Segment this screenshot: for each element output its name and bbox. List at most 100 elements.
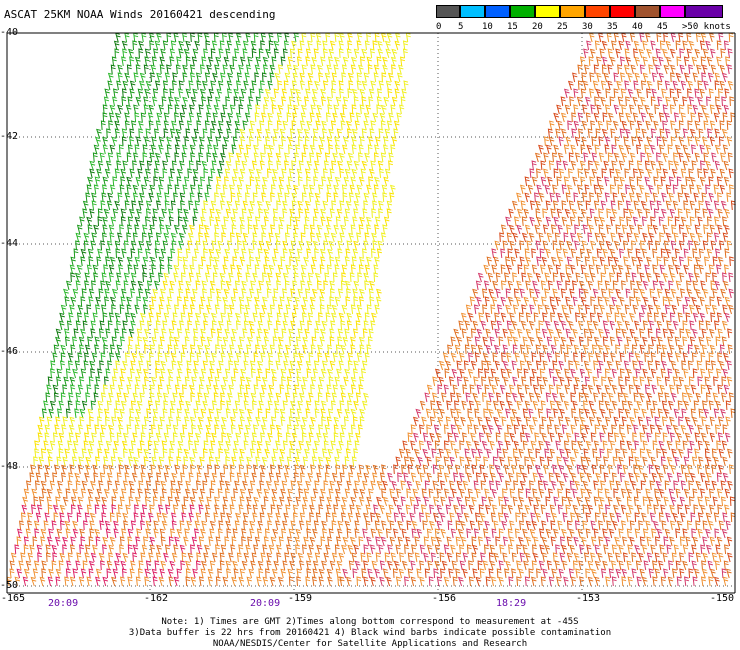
wind-barb: [660, 352, 666, 363]
wind-barb: [366, 56, 372, 67]
wind-barb: [194, 40, 201, 51]
wind-barb: [595, 352, 601, 363]
wind-barb: [217, 568, 223, 579]
wind-barb: [597, 344, 604, 355]
wind-barb: [516, 400, 522, 411]
wind-barb: [562, 160, 569, 171]
wind-barb: [456, 424, 463, 435]
wind-barb: [624, 304, 630, 315]
wind-barb: [147, 400, 154, 411]
wind-barb: [515, 296, 522, 307]
wind-barb: [156, 392, 163, 403]
wind-barb: [166, 144, 172, 155]
wind-barb: [610, 128, 616, 139]
wind-barb: [703, 224, 709, 235]
wind-barb: [522, 544, 528, 555]
wind-barb: [323, 240, 329, 251]
wind-barb: [242, 328, 248, 339]
wind-barb: [190, 392, 196, 403]
wind-barb: [319, 328, 326, 339]
wind-barb: [256, 200, 263, 211]
wind-barb: [297, 200, 303, 211]
wind-barb: [405, 536, 411, 547]
wind-barb: [217, 488, 223, 499]
wind-barb: [704, 304, 711, 315]
wind-barb: [256, 336, 262, 347]
wind-barb: [680, 184, 687, 195]
wind-barb: [160, 560, 167, 571]
wind-barb: [667, 144, 673, 155]
wind-barb: [289, 360, 296, 371]
wind-barb: [555, 400, 562, 411]
wind-barb: [342, 104, 348, 115]
wind-barb: [198, 152, 204, 163]
wind-barb: [490, 472, 496, 483]
wind-barb: [149, 344, 155, 355]
wind-barb: [529, 480, 534, 491]
wind-barb: [692, 488, 698, 499]
wind-barb: [273, 560, 280, 571]
wind-barb: [121, 288, 127, 299]
wind-barb: [713, 456, 719, 467]
wind-barb: [704, 256, 710, 267]
wind-barb: [548, 328, 554, 339]
wind-barb: [235, 232, 242, 243]
wind-barb: [143, 104, 149, 115]
wind-barb: [225, 408, 231, 419]
wind-barb: [249, 528, 255, 539]
wind-barb: [225, 160, 232, 171]
wind-barb: [648, 320, 655, 331]
wind-barb: [224, 488, 230, 499]
wind-barb: [434, 440, 440, 451]
wind-barb: [706, 96, 711, 107]
wind-barb: [669, 64, 676, 75]
wind-barb: [279, 384, 285, 395]
wind-barb: [112, 176, 118, 187]
wind-barb: [296, 360, 303, 371]
wind-barb: [134, 424, 140, 435]
wind-barb: [540, 280, 546, 291]
wind-barb: [218, 448, 224, 459]
wind-barb: [560, 128, 567, 139]
wind-barb: [629, 328, 636, 339]
wind-barb: [462, 384, 468, 395]
wind-barb: [194, 200, 200, 211]
wind-barb: [605, 312, 612, 323]
wind-barb: [100, 280, 106, 291]
wind-barb: [239, 488, 246, 499]
wind-barb: [151, 56, 157, 67]
wind-barb: [122, 448, 128, 459]
wind-barb: [75, 232, 82, 243]
wind-barb: [663, 32, 669, 43]
wind-barb: [200, 216, 206, 227]
wind-barb: [495, 432, 501, 443]
wind-barb: [219, 200, 226, 211]
wind-barb: [229, 344, 235, 355]
wind-barb: [247, 56, 253, 67]
wind-barb: [566, 376, 573, 387]
wind-barb: [721, 320, 728, 331]
wind-barb: [548, 472, 554, 483]
wind-barb: [226, 128, 232, 139]
wind-barb: [468, 352, 474, 363]
wind-barb: [202, 360, 208, 371]
wind-barb: [134, 416, 141, 427]
wind-barb: [164, 72, 171, 83]
wind-barb: [163, 88, 168, 99]
wind-barb: [253, 32, 259, 43]
wind-barb: [493, 344, 500, 355]
wind-barb: [127, 576, 133, 587]
wind-barb: [68, 432, 74, 443]
wind-barb: [449, 512, 455, 523]
wind-barb: [668, 160, 674, 171]
wind-barb: [84, 344, 91, 355]
wind-barb: [120, 296, 126, 307]
wind-barb: [457, 528, 464, 539]
wind-barb: [307, 272, 314, 283]
wind-barb: [350, 344, 356, 355]
wind-barb: [309, 184, 315, 195]
wind-barb: [374, 520, 380, 531]
wind-barb: [325, 464, 331, 475]
wind-barb: [500, 264, 506, 275]
wind-barb: [249, 120, 256, 131]
